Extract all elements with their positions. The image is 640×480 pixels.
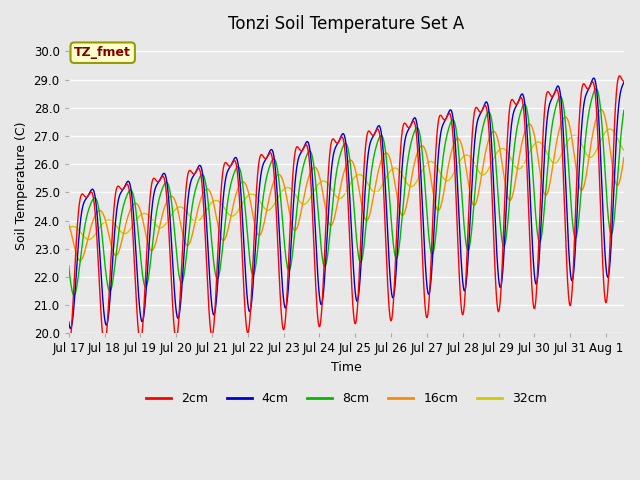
Title: Tonzi Soil Temperature Set A: Tonzi Soil Temperature Set A	[228, 15, 465, 33]
X-axis label: Time: Time	[331, 361, 362, 374]
Legend: 2cm, 4cm, 8cm, 16cm, 32cm: 2cm, 4cm, 8cm, 16cm, 32cm	[141, 387, 552, 410]
Y-axis label: Soil Temperature (C): Soil Temperature (C)	[15, 121, 28, 250]
Text: TZ_fmet: TZ_fmet	[74, 46, 131, 59]
